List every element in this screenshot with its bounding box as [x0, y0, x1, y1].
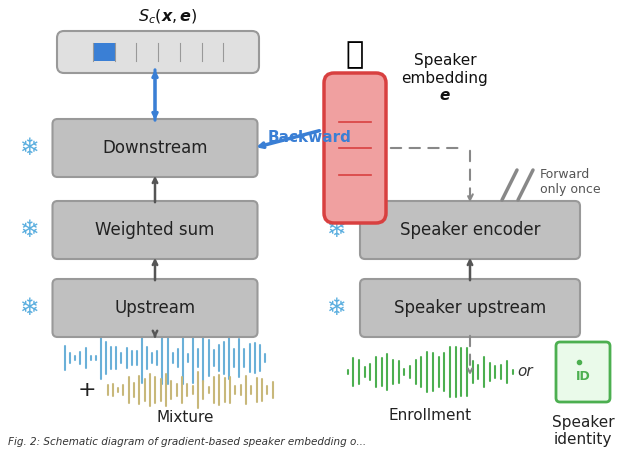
- FancyBboxPatch shape: [52, 201, 257, 259]
- Text: Enrollment: Enrollment: [388, 408, 472, 423]
- Text: ❄: ❄: [20, 136, 40, 160]
- Text: $S_c(\boldsymbol{x}, \boldsymbol{e})$: $S_c(\boldsymbol{x}, \boldsymbol{e})$: [138, 8, 198, 26]
- Text: Downstream: Downstream: [102, 139, 208, 157]
- FancyBboxPatch shape: [324, 73, 386, 223]
- Text: Speaker encoder: Speaker encoder: [400, 221, 540, 239]
- FancyBboxPatch shape: [52, 279, 257, 337]
- Text: Fig. 2: Schematic diagram of gradient-based speaker embedding o...: Fig. 2: Schematic diagram of gradient-ba…: [8, 437, 366, 447]
- Text: ID: ID: [575, 369, 590, 382]
- Text: Forward
only once: Forward only once: [540, 168, 600, 196]
- Text: Backward: Backward: [268, 130, 352, 145]
- Text: +: +: [77, 380, 96, 400]
- FancyBboxPatch shape: [360, 201, 580, 259]
- Text: ❄: ❄: [20, 218, 40, 242]
- FancyBboxPatch shape: [360, 279, 580, 337]
- Text: Mixture: Mixture: [156, 410, 214, 426]
- Text: Speaker
embedding
$\boldsymbol{e}$: Speaker embedding $\boldsymbol{e}$: [402, 53, 488, 103]
- Text: ❄: ❄: [327, 218, 347, 242]
- Text: 🔥: 🔥: [346, 40, 364, 69]
- Text: Speaker
identity: Speaker identity: [552, 415, 614, 447]
- Text: Weighted sum: Weighted sum: [95, 221, 214, 239]
- Text: or: or: [517, 364, 533, 379]
- Text: ❄: ❄: [327, 296, 347, 320]
- Text: ❄: ❄: [20, 296, 40, 320]
- FancyBboxPatch shape: [93, 43, 115, 61]
- FancyBboxPatch shape: [57, 31, 259, 73]
- FancyBboxPatch shape: [556, 342, 610, 402]
- Text: Speaker upstream: Speaker upstream: [394, 299, 546, 317]
- FancyBboxPatch shape: [52, 119, 257, 177]
- Text: Upstream: Upstream: [115, 299, 196, 317]
